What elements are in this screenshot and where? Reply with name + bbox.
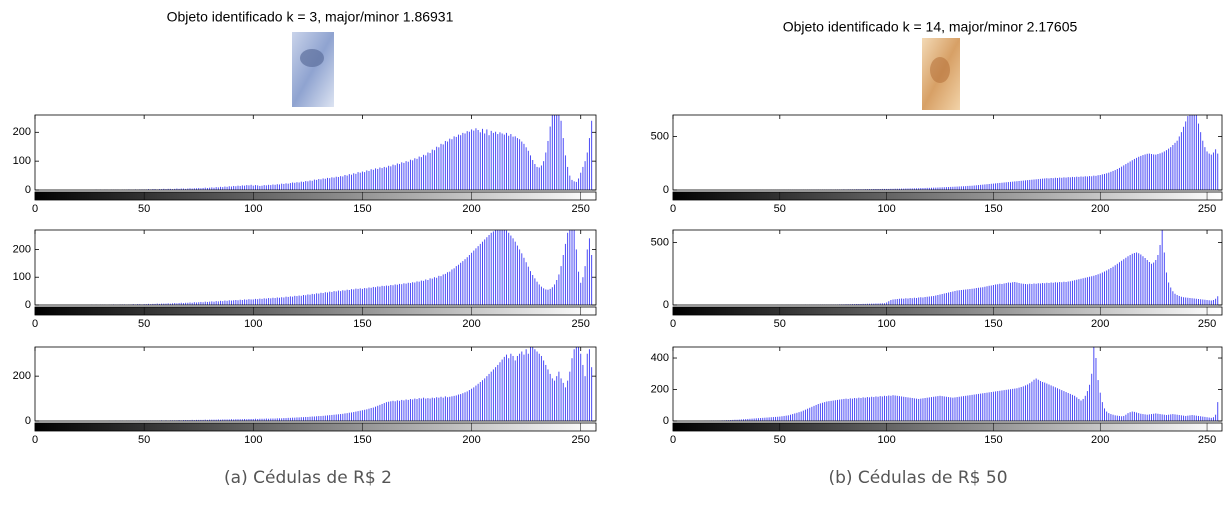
x-tick-label: 0 (32, 434, 38, 446)
caption: (a) Cédulas de R$ 2 (224, 468, 392, 488)
x-tick-label: 200 (1091, 203, 1109, 215)
x-tick-label: 0 (32, 318, 38, 330)
x-tick-label: 150 (353, 318, 371, 330)
histogram-chart: 0 100 200 0 50 100 150 200 250 (13, 229, 597, 330)
histogram-chart: 0 500 0 50 100 150 200 250 (651, 229, 1223, 330)
plot-frame (34, 346, 597, 422)
x-tick-label: 0 (670, 318, 676, 330)
grayscale-bar (672, 306, 1223, 316)
histogram-chart: 0 100 200 0 50 100 150 200 250 (13, 114, 597, 215)
y-tick-label: 0 (25, 299, 31, 311)
x-tick-label: 100 (244, 318, 262, 330)
x-tick-label: 50 (138, 318, 150, 330)
y-tick-label: 200 (651, 383, 669, 395)
x-tick-label: 200 (462, 203, 480, 215)
histogram-chart: 0 200 0 50 100 150 200 250 (13, 346, 597, 446)
x-tick-label: 200 (1091, 318, 1109, 330)
y-tick-label: 200 (13, 243, 31, 255)
x-tick-label: 50 (138, 434, 150, 446)
x-tick-label: 250 (572, 318, 590, 330)
x-tick-label: 100 (877, 318, 895, 330)
y-tick-label: 200 (13, 370, 31, 382)
panel-title: Objeto identificado k = 14, major/minor … (783, 19, 1078, 35)
histogram-chart: 0 200 400 0 50 100 150 200 250 (651, 346, 1223, 446)
x-tick-label: 150 (984, 203, 1002, 215)
y-tick-label: 0 (663, 415, 669, 427)
x-tick-label: 250 (1198, 203, 1216, 215)
x-tick-label: 50 (774, 434, 786, 446)
x-tick-label: 0 (670, 434, 676, 446)
grayscale-bar (672, 422, 1223, 432)
x-tick-label: 200 (462, 318, 480, 330)
x-tick-label: 250 (572, 203, 590, 215)
y-tick-label: 200 (13, 126, 31, 138)
x-tick-label: 100 (244, 203, 262, 215)
x-tick-label: 0 (670, 203, 676, 215)
x-tick-label: 200 (1091, 434, 1109, 446)
y-tick-label: 100 (13, 271, 31, 283)
x-tick-label: 200 (462, 434, 480, 446)
banknote-detail (930, 57, 950, 83)
x-tick-label: 150 (984, 318, 1002, 330)
x-tick-label: 150 (353, 203, 371, 215)
plot-frame (34, 229, 597, 306)
y-tick-label: 0 (663, 184, 669, 196)
x-tick-label: 250 (1198, 434, 1216, 446)
x-tick-label: 100 (877, 434, 895, 446)
y-tick-label: 0 (25, 184, 31, 196)
x-tick-label: 0 (32, 203, 38, 215)
grayscale-bar (34, 306, 597, 316)
y-tick-label: 0 (663, 299, 669, 311)
panel-title: Objeto identificado k = 3, major/minor 1… (167, 9, 454, 25)
grayscale-bar (34, 191, 597, 201)
plot-frame (672, 114, 1223, 191)
histogram-chart: 0 500 0 50 100 150 200 250 (651, 114, 1223, 215)
x-tick-label: 150 (984, 434, 1002, 446)
y-tick-label: 0 (25, 415, 31, 427)
x-tick-label: 100 (877, 203, 895, 215)
y-tick-label: 500 (651, 236, 669, 248)
banknote-detail (300, 49, 324, 67)
y-tick-label: 100 (13, 155, 31, 167)
plot-frame (672, 229, 1223, 306)
grayscale-bar (34, 422, 597, 432)
x-tick-label: 50 (774, 203, 786, 215)
plot-frame (34, 114, 597, 191)
y-tick-label: 500 (651, 130, 669, 142)
x-tick-label: 250 (572, 434, 590, 446)
x-tick-label: 50 (774, 318, 786, 330)
x-tick-label: 150 (353, 434, 371, 446)
x-tick-label: 250 (1198, 318, 1216, 330)
banknote-image (292, 32, 334, 107)
y-tick-label: 400 (651, 352, 669, 364)
caption: (b) Cédulas de R$ 50 (828, 468, 1007, 488)
grayscale-bar (672, 191, 1223, 201)
x-tick-label: 50 (138, 203, 150, 215)
x-tick-label: 100 (244, 434, 262, 446)
plot-frame (672, 346, 1223, 422)
